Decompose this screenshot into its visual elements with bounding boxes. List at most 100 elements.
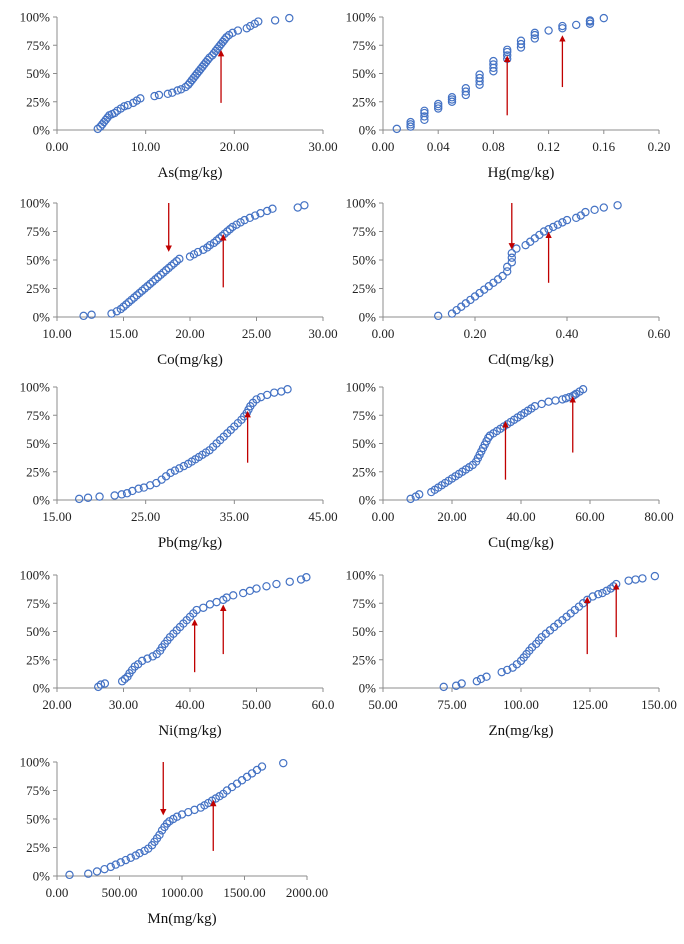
data-point	[87, 310, 96, 319]
data-point	[420, 106, 429, 115]
data-point	[155, 830, 164, 840]
data-point	[530, 34, 540, 43]
y-tick-label: 0%	[33, 869, 51, 884]
data-point	[132, 291, 141, 300]
data-point	[516, 39, 526, 49]
data-point	[594, 590, 603, 599]
x-tick-label: 150.00	[641, 697, 677, 712]
data-point	[163, 89, 173, 99]
data-point	[590, 205, 599, 215]
x-tick-label: 1000.00	[161, 885, 203, 900]
data-point	[613, 201, 622, 210]
y-tick-label: 25%	[26, 281, 50, 296]
data-point	[167, 261, 176, 270]
data-point	[562, 215, 572, 225]
data-point	[116, 304, 126, 314]
plot-cd: 0% 25% 50% 75% 100% 0.00 0.20 0.40 0.60 Cd(mg/kg)	[346, 196, 671, 369]
data-point	[140, 284, 149, 293]
data-point	[120, 102, 129, 111]
data-point	[159, 268, 168, 277]
x-tick-label: 0.00	[46, 139, 69, 154]
data-point	[233, 26, 243, 35]
data-point	[94, 682, 103, 692]
data-point	[257, 762, 267, 771]
data-point	[237, 776, 247, 785]
x-tick-label: 25.00	[242, 326, 271, 341]
y-tick-label: 100%	[346, 568, 377, 583]
data-point	[148, 652, 157, 661]
data-point	[631, 575, 640, 584]
y-tick-label: 75%	[26, 408, 50, 423]
data-point	[232, 779, 242, 788]
plot-hg: 0% 25% 50% 75% 100% 0.00 0.04 0.08 0.12 0.16 0.20 H…	[346, 10, 671, 182]
data-point	[558, 24, 567, 33]
data-point	[117, 677, 127, 686]
data-point	[242, 772, 252, 782]
data-point	[205, 240, 215, 250]
plot-co: 0% 25% 50% 75% 100% 10.00 15.00 20.00 25.00 30.00…	[20, 196, 338, 369]
data-point	[406, 122, 415, 131]
data-point	[549, 222, 558, 232]
x-tick-label: 125.00	[572, 697, 608, 712]
x-tick-label: 0.60	[648, 326, 671, 341]
data-point	[228, 28, 237, 38]
data-point	[544, 397, 553, 406]
y-tick-label: 25%	[26, 94, 50, 109]
x-tick-label: 40.00	[175, 697, 204, 712]
y-tick-label: 0%	[33, 681, 51, 696]
x-axis-title: Ni(mg/kg)	[158, 723, 221, 739]
data-point	[176, 85, 186, 94]
data-point	[503, 45, 512, 54]
x-axis-title: Zn(mg/kg)	[489, 723, 554, 739]
data-point	[447, 97, 457, 106]
x-tick-label: 25.00	[131, 509, 160, 524]
data-point	[270, 388, 279, 397]
data-point	[162, 819, 172, 828]
data-point	[153, 272, 163, 282]
data-point	[134, 484, 143, 493]
data-point	[482, 672, 491, 681]
x-tick-label: 2000.00	[286, 885, 328, 900]
y-tick-label: 25%	[352, 652, 376, 667]
data-point	[152, 478, 161, 488]
data-point	[472, 677, 482, 686]
data-point	[650, 571, 660, 581]
x-tick-label: 10.00	[131, 139, 160, 154]
data-point	[220, 35, 229, 44]
data-point	[116, 858, 125, 867]
data-point	[461, 83, 470, 93]
data-point	[124, 297, 134, 307]
data-point	[439, 682, 448, 692]
data-point	[598, 588, 607, 598]
x-axis-title: Mn(mg/kg)	[147, 911, 216, 927]
data-point	[585, 19, 595, 28]
data-point	[489, 56, 498, 66]
data-point	[484, 433, 493, 443]
x-tick-label: 60.0	[312, 697, 335, 712]
y-tick-label: 50%	[26, 812, 50, 827]
data-point	[250, 211, 260, 220]
y-tick-label: 25%	[352, 94, 376, 109]
y-tick-label: 50%	[26, 253, 50, 268]
data-point	[572, 20, 581, 30]
data-point	[240, 215, 249, 225]
y-tick-label: 25%	[26, 464, 50, 479]
data-point	[420, 112, 429, 121]
data-point	[148, 277, 157, 286]
data-point	[175, 254, 184, 264]
data-point	[503, 665, 512, 675]
data-point	[503, 267, 512, 276]
y-tick-label: 100%	[20, 196, 51, 211]
data-point	[111, 860, 120, 869]
x-tick-label: 0.00	[372, 139, 395, 154]
data-point	[203, 55, 212, 65]
plot-ni: 0% 25% 50% 75% 100% 20.00 30.00 40.00 50.00 60.0 N…	[20, 568, 335, 740]
data-point	[179, 461, 188, 471]
data-point	[232, 220, 241, 229]
y-tick-label: 50%	[352, 624, 376, 639]
data-point	[544, 26, 553, 35]
x-tick-label: 80.00	[644, 509, 673, 524]
data-point	[209, 238, 219, 248]
data-point	[558, 218, 567, 227]
data-point	[270, 16, 280, 25]
